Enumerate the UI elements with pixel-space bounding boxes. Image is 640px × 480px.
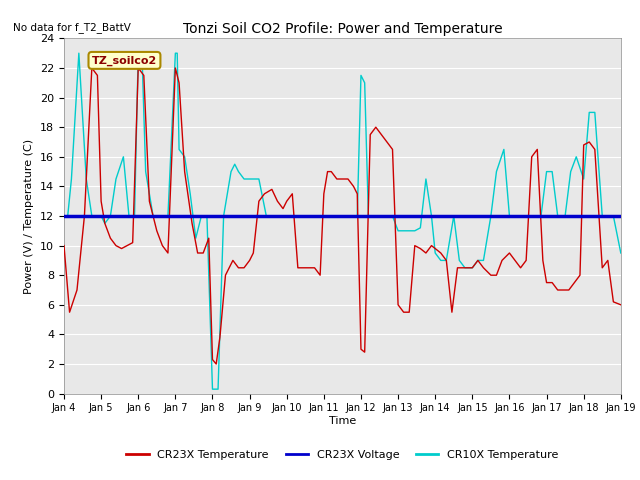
X-axis label: Time: Time — [329, 416, 356, 426]
Y-axis label: Power (V) / Temperature (C): Power (V) / Temperature (C) — [24, 138, 35, 294]
Title: Tonzi Soil CO2 Profile: Power and Temperature: Tonzi Soil CO2 Profile: Power and Temper… — [182, 22, 502, 36]
Text: No data for f_T2_BattV: No data for f_T2_BattV — [13, 22, 131, 33]
Legend: CR23X Temperature, CR23X Voltage, CR10X Temperature: CR23X Temperature, CR23X Voltage, CR10X … — [122, 445, 563, 464]
Text: TZ_soilco2: TZ_soilco2 — [92, 55, 157, 66]
